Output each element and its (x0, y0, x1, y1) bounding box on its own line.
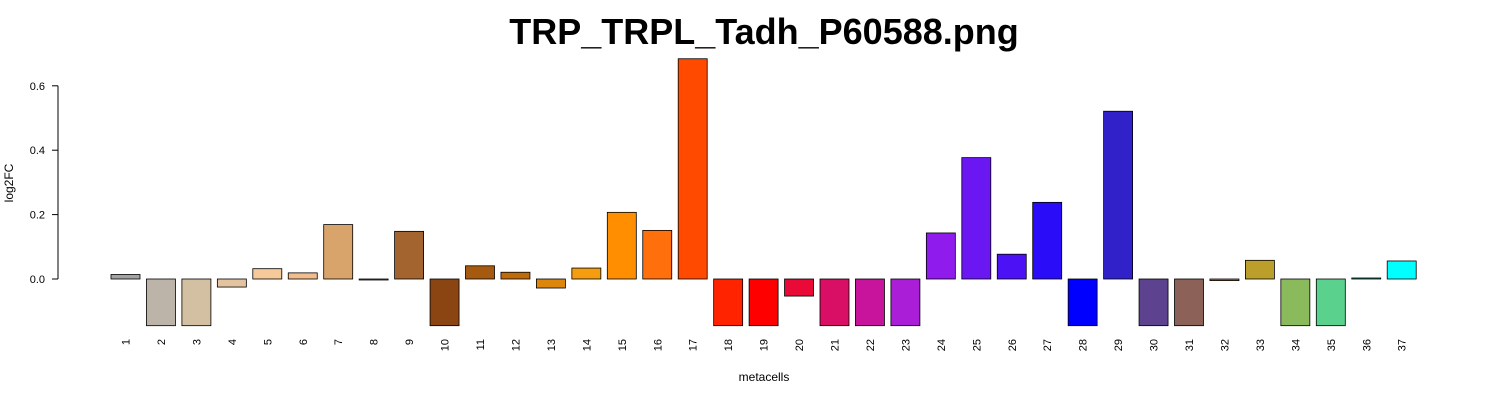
bar-metacell-6 (287, 272, 318, 280)
bar-metacell-18 (713, 278, 744, 327)
bar-metacell-35 (1315, 278, 1346, 327)
x-tick-label: 18 (723, 339, 735, 351)
x-tick-label: 20 (794, 339, 806, 351)
bar-metacell-25 (961, 157, 992, 280)
bar-metacell-24 (925, 232, 956, 280)
bar-metacell-16 (642, 229, 673, 280)
bar-metacell-11 (465, 265, 495, 280)
x-tick-label: 30 (1149, 339, 1161, 351)
bar-metacell-26 (996, 253, 1027, 280)
x-tick-label: 16 (652, 339, 664, 351)
bar-metacell-32 (1209, 278, 1240, 282)
x-tick-label: 27 (1042, 339, 1054, 351)
bar-metacell-21 (819, 278, 850, 327)
x-tick-label: 6 (298, 339, 310, 345)
x-tick-label: 24 (936, 339, 948, 351)
bars (110, 58, 1417, 327)
x-tick-label: 14 (581, 339, 593, 351)
y-tick-label: 0.0 (30, 274, 45, 286)
bar-metacell-33 (1245, 259, 1275, 280)
x-tick-label: 33 (1255, 339, 1267, 351)
bar-metacell-10 (429, 278, 460, 327)
chart-title: TRP_TRPL_Tadh_P60588.png (509, 11, 1018, 52)
y-tick-label: 0.6 (30, 81, 45, 93)
bar-metacell-31 (1174, 278, 1204, 327)
bar-metacell-4 (216, 278, 247, 288)
bar-metacell-22 (855, 278, 885, 327)
y-axis: 0.0 0.2 0.4 0.6 (30, 81, 59, 286)
x-tick-label: 37 (1397, 339, 1409, 351)
bar-metacell-1 (110, 274, 141, 280)
x-tick-label: 29 (1113, 339, 1125, 351)
x-tick-label: 28 (1078, 339, 1090, 351)
x-tick-label: 19 (759, 339, 771, 351)
x-tick-label: 11 (475, 339, 487, 350)
x-tick-label: 31 (1184, 339, 1196, 351)
x-tick-label: 23 (900, 339, 912, 351)
x-tick-label: 21 (830, 339, 842, 351)
x-tick-label: 4 (227, 339, 239, 345)
y-tick-label: 0.4 (30, 145, 45, 157)
x-tick-label: 36 (1361, 339, 1373, 351)
x-tick-label: 22 (865, 339, 877, 351)
bar-metacell-28 (1067, 278, 1098, 327)
bar-metacell-20 (784, 278, 814, 297)
bar-metacell-19 (748, 278, 779, 327)
y-axis-label: log2FC (2, 163, 16, 202)
x-tick-label: 5 (262, 339, 274, 345)
x-tick-label: 7 (333, 339, 345, 345)
x-tick-label: 15 (617, 339, 629, 351)
x-tick-label: 12 (510, 339, 522, 351)
x-tick-label: 34 (1290, 339, 1302, 351)
x-tick-label: 9 (404, 339, 416, 345)
bar-metacell-8 (358, 278, 389, 281)
bar-metacell-3 (181, 278, 212, 327)
y-tick-label: 0.2 (30, 210, 45, 222)
bar-metacell-5 (252, 268, 283, 280)
bar-metacell-2 (146, 278, 176, 327)
bar-metacell-36 (1351, 277, 1382, 280)
bar-metacell-12 (500, 271, 531, 280)
x-tick-label: 3 (191, 339, 203, 345)
bar-metacell-29 (1103, 110, 1133, 280)
x-tick-labels: 1 2 3 4 5 6 7 8 9 10 11 12 13 14 15 16 17 18 19 20 21 22 23 24 2… (121, 339, 1409, 351)
bar-metacell-34 (1280, 278, 1311, 327)
bar-metacell-7 (323, 224, 354, 280)
bar-metacell-13 (536, 278, 566, 289)
x-tick-label: 8 (369, 339, 381, 345)
bar-metacell-37 (1386, 260, 1417, 280)
x-tick-label: 13 (546, 339, 558, 351)
x-tick-label: 10 (440, 339, 452, 351)
x-tick-label: 32 (1219, 339, 1231, 351)
bar-metacell-15 (606, 211, 637, 280)
bar-metacell-27 (1032, 201, 1063, 280)
bar-metacell-23 (890, 278, 921, 327)
bar-metacell-9 (394, 230, 425, 280)
x-tick-label: 25 (971, 339, 983, 351)
x-tick-label: 17 (688, 339, 700, 351)
x-tick-label: 2 (156, 339, 168, 345)
bar-metacell-14 (571, 267, 602, 280)
x-tick-label: 35 (1326, 339, 1338, 351)
x-tick-label: 26 (1007, 339, 1019, 351)
bar-metacell-17 (677, 58, 708, 280)
x-tick-label: 1 (121, 339, 133, 345)
bar-metacell-30 (1138, 278, 1169, 327)
x-axis-label: metacells (739, 370, 790, 384)
